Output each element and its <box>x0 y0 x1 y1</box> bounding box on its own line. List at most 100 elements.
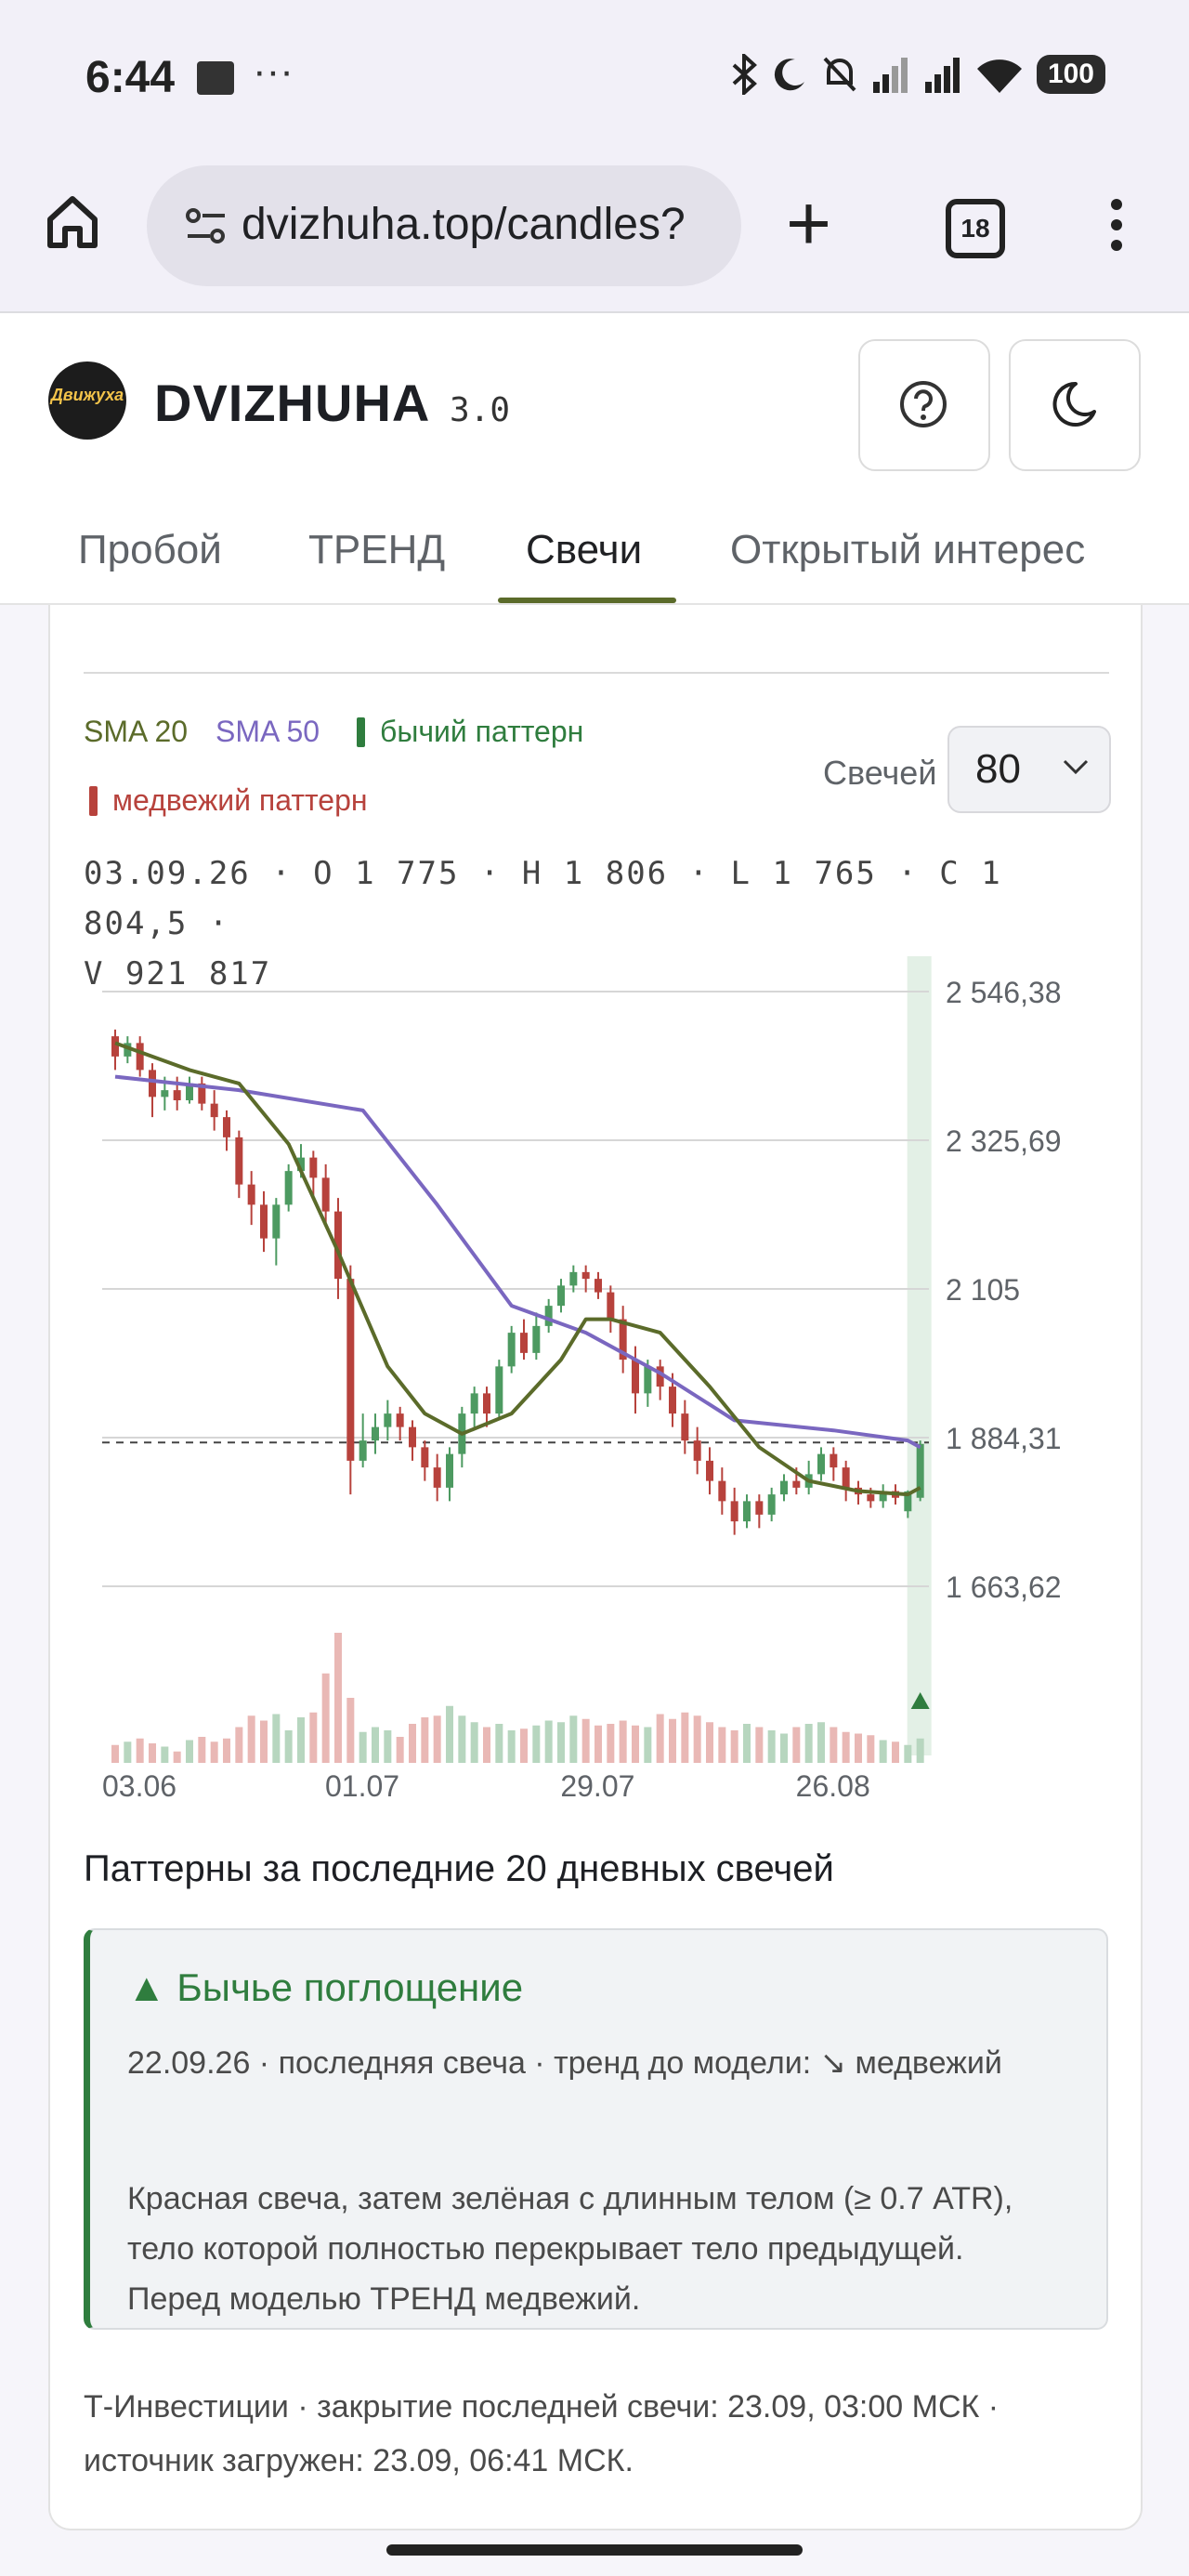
volume-bar <box>767 1730 776 1763</box>
wifi-icon <box>976 59 1022 93</box>
home-indicator[interactable] <box>386 2544 803 2556</box>
volume-bar <box>879 1740 887 1763</box>
volume-bar <box>916 1738 924 1763</box>
tab-trend[interactable]: ТРЕНД <box>308 527 446 572</box>
url-text[interactable]: dvizhuha.top/candles? <box>242 200 686 249</box>
volume-bar <box>272 1714 281 1763</box>
candle-body <box>632 1360 639 1394</box>
volume-bar <box>297 1717 305 1763</box>
volume-bar <box>792 1727 801 1763</box>
tab-candles[interactable]: Свечи <box>526 527 643 572</box>
status-bar: 6:44 ··· 100 <box>0 0 1189 158</box>
candle-body <box>544 1306 553 1326</box>
volume-bar <box>594 1725 602 1763</box>
volume-bar <box>867 1735 875 1763</box>
volume-bar <box>557 1722 565 1763</box>
candle-body <box>198 1083 206 1104</box>
y-tick-label: 2 325,69 <box>946 1124 1062 1158</box>
candlestick-chart[interactable]: 2 546,38 2 325,69 2 105 1 884,31 1 663,62 03.… <box>50 956 1141 1820</box>
notification-icon <box>197 61 234 95</box>
brand-logo[interactable]: Движуха <box>48 361 126 440</box>
candle-body <box>111 1036 119 1057</box>
candle-body <box>359 1440 367 1461</box>
new-tab-plus-icon[interactable]: + <box>786 179 832 267</box>
chart-svg[interactable]: 2 546,38 2 325,69 2 105 1 884,31 1 663,62 03.… <box>50 956 1141 1820</box>
pattern-description: Красная свеча, затем зелёная с длинным т… <box>127 2181 1013 2317</box>
volume-bar <box>483 1727 490 1763</box>
candle-body <box>260 1204 268 1239</box>
candle-body <box>867 1494 875 1502</box>
patterns-title: Паттерны за последние 20 дневных свечей <box>84 1848 834 1889</box>
bluetooth-icon <box>732 54 757 95</box>
volume-bar <box>470 1722 478 1763</box>
site-settings-icon[interactable] <box>184 204 229 249</box>
signal-1-icon <box>872 58 908 93</box>
volume-bar <box>904 1744 912 1763</box>
volume-bar <box>433 1715 441 1763</box>
candle-body <box>124 1043 132 1057</box>
volume-bar <box>247 1715 255 1763</box>
tab-switcher-button[interactable]: 18 <box>946 199 1005 258</box>
candle-body <box>235 1137 243 1185</box>
candles-card: SMA 20 SMA 50 бычий паттерн медвежий пат… <box>48 605 1143 2530</box>
legend-bear-label: медвежий паттерн <box>112 783 368 817</box>
battery-indicator: 100 <box>1036 55 1105 94</box>
legend-bear: медвежий паттерн <box>89 783 368 818</box>
volume-bar <box>830 1727 838 1763</box>
help-button[interactable] <box>858 339 990 471</box>
legend-sma20: SMA 20 <box>84 715 189 748</box>
volume-bar <box>198 1737 206 1763</box>
more-menu-icon[interactable] <box>1105 195 1128 255</box>
candle-body <box>718 1480 726 1502</box>
candle-body <box>817 1453 825 1475</box>
moon-icon <box>1052 381 1096 427</box>
volume-bar <box>136 1738 144 1763</box>
candle-body <box>743 1501 751 1522</box>
candle-body <box>210 1103 218 1118</box>
volume-bar <box>644 1727 652 1763</box>
volume-bar <box>260 1720 268 1763</box>
brand-name[interactable]: DVIZHUHA <box>154 374 431 432</box>
candle-body <box>396 1413 404 1427</box>
candle-body <box>879 1491 887 1502</box>
x-tick-label: 26.08 <box>796 1769 870 1803</box>
candle-body <box>470 1393 478 1414</box>
chevron-down-icon <box>1063 759 1089 775</box>
candles-count-select[interactable]: 80 <box>947 726 1111 813</box>
volume-bar <box>706 1722 713 1763</box>
volume-bar <box>804 1724 813 1763</box>
volume-bar <box>359 1731 367 1763</box>
home-icon[interactable] <box>43 191 102 251</box>
status-time: 6:44 <box>85 53 176 102</box>
volume-bar <box>124 1741 132 1763</box>
volume-bar <box>892 1741 899 1763</box>
bear-marker-icon <box>89 786 98 816</box>
volume-bar <box>607 1724 615 1763</box>
candle-body <box>372 1426 379 1441</box>
app-header: Движуха DVIZHUHA 3.0 Пробой ТРЕНД Свечи … <box>0 313 1189 605</box>
candle-body <box>321 1177 330 1212</box>
ohlc-line-1: 03.09.26 · O 1 775 · H 1 806 · L 1 765 ·… <box>84 855 1002 942</box>
sma50-line <box>114 1074 921 1450</box>
volume-bar <box>632 1725 639 1763</box>
legend-bull-label: бычий паттерн <box>380 715 584 748</box>
volume-bar <box>346 1698 355 1763</box>
x-tick-label: 01.07 <box>325 1769 399 1803</box>
candle-body <box>334 1211 342 1280</box>
volume-bar <box>619 1720 627 1763</box>
candle-body <box>346 1279 355 1461</box>
signal-2-icon <box>924 58 960 93</box>
tab-open-interest[interactable]: Открытый интерес <box>730 527 1086 572</box>
volume-bar <box>544 1720 553 1763</box>
volume-bar <box>210 1741 218 1763</box>
candles-count-value: 80 <box>975 746 1021 792</box>
volume-bar <box>284 1730 293 1763</box>
theme-toggle-button[interactable] <box>1009 339 1141 471</box>
candle-body <box>186 1083 193 1101</box>
tab-breakout[interactable]: Пробой <box>78 527 222 572</box>
status-icons: 100 <box>730 54 1105 95</box>
candle-body <box>755 1501 764 1515</box>
y-tick-label: 1 663,62 <box>946 1571 1062 1604</box>
address-bar[interactable]: dvizhuha.top/candles? <box>147 165 741 286</box>
x-tick-label: 03.06 <box>102 1769 176 1803</box>
